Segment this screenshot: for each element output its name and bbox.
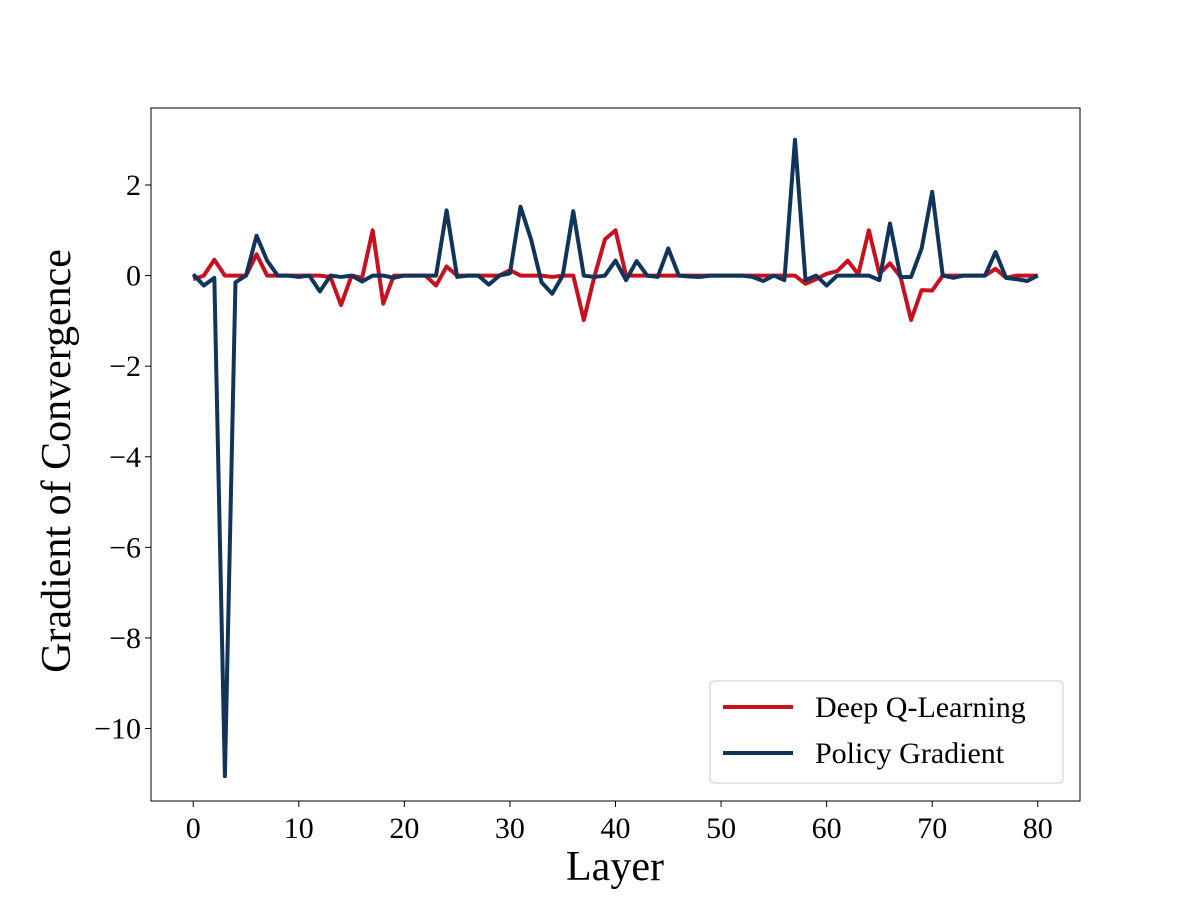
- x-tick-label: 80: [1023, 812, 1053, 845]
- x-tick-label: 60: [812, 812, 842, 845]
- x-tick-label: 50: [706, 812, 736, 845]
- legend: Deep Q-Learning Policy Gradient: [709, 680, 1064, 784]
- legend-box: [709, 680, 1064, 784]
- y-tick-label: −2: [109, 350, 141, 383]
- x-tick-label: 0: [186, 812, 201, 845]
- y-tick-label: −10: [94, 713, 141, 746]
- y-tick-label: −4: [109, 441, 141, 474]
- x-tick-label: 70: [917, 812, 947, 845]
- series-line-deep-q-learning: [192, 228, 1038, 322]
- y-tick-label: −6: [109, 531, 141, 564]
- legend-label-policy-gradient: Policy Gradient: [815, 737, 1005, 770]
- series-layer: [191, 137, 1039, 779]
- series-policy-gradient: [191, 137, 1039, 779]
- series-deep-q-learning: [192, 228, 1038, 322]
- y-tick-label: 2: [126, 169, 141, 202]
- x-tick-label: 10: [284, 812, 314, 845]
- y-axis: −10 −8 −6 −4 −2 0 2: [94, 169, 151, 746]
- y-tick-label: −8: [109, 622, 141, 655]
- x-tick-label: 30: [495, 812, 525, 845]
- x-axis-title: Layer: [566, 844, 664, 890]
- legend-label-deep-q-learning: Deep Q-Learning: [815, 691, 1026, 724]
- series-line-policy-gradient: [191, 137, 1039, 779]
- x-axis: 0 10 20 30 40 50 60 70 80: [186, 801, 1053, 845]
- y-tick-label: 0: [126, 260, 141, 293]
- x-tick-label: 20: [389, 812, 419, 845]
- y-axis-title: Gradient of Convergence: [34, 249, 80, 673]
- x-tick-label: 40: [601, 812, 631, 845]
